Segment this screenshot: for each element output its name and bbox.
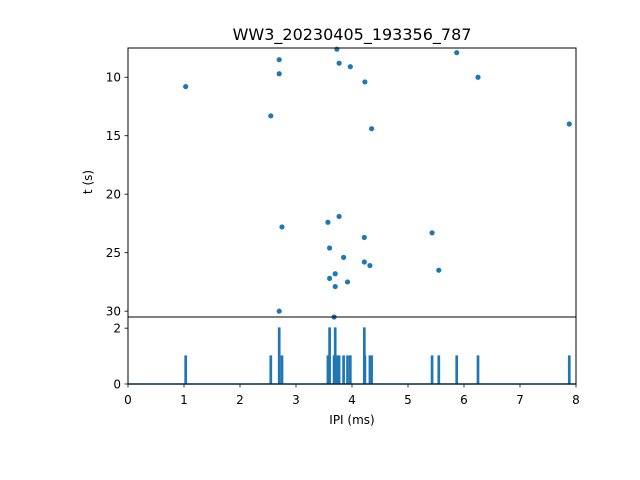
scatter-point <box>268 113 274 119</box>
scatter-y-tick-label: 15 <box>106 129 121 143</box>
scatter-point <box>429 230 435 236</box>
chart-title: WW3_20230405_193356_787 <box>233 25 472 45</box>
scatter-point <box>362 79 368 85</box>
scatter-point <box>566 121 572 127</box>
histogram-x-tick-label: 6 <box>460 393 468 407</box>
scatter-point <box>347 64 353 70</box>
scatter-point <box>361 259 367 265</box>
scatter-y-tick-label: 25 <box>106 246 121 260</box>
scatter-point <box>341 254 347 260</box>
histogram-plot-frame <box>127 316 577 385</box>
scatter-point <box>332 283 338 290</box>
scatter-y-tick-label: 30 <box>106 305 121 319</box>
scatter-point <box>334 46 340 52</box>
histogram-x-tick-label: 1 <box>180 393 188 407</box>
histogram-x-tick-label: 2 <box>236 393 244 407</box>
histogram-y-tick-label: 2 <box>113 322 121 336</box>
histogram-x-tick-label: 3 <box>292 393 300 407</box>
scatter-point <box>369 126 375 132</box>
scatter-point <box>475 74 481 80</box>
scatter-point <box>361 234 367 241</box>
scatter-point <box>279 224 285 230</box>
histogram-x-tick-label: 4 <box>348 393 356 407</box>
histogram-x-tick-label: 0 <box>124 393 132 407</box>
scatter-point <box>344 279 351 285</box>
scatter-point <box>276 71 282 77</box>
scatter-point <box>336 213 342 220</box>
scatter-point <box>436 267 442 273</box>
histogram-x-tick-label: 8 <box>572 393 580 407</box>
scatter-point <box>327 275 333 282</box>
scatter-point <box>336 60 342 66</box>
scatter-point <box>325 219 331 225</box>
scatter-point <box>332 271 338 277</box>
scatter-point <box>276 308 282 314</box>
scatter-point <box>183 83 189 90</box>
scatter-y-axis-label: t (s) <box>81 170 95 194</box>
histogram-y-tick-label: 0 <box>113 378 121 392</box>
histogram-x-tick-label: 7 <box>516 393 524 407</box>
scatter-point <box>327 245 333 251</box>
scatter-y-tick-label: 20 <box>106 188 121 202</box>
histogram-x-axis-label: IPI (ms) <box>329 413 374 427</box>
histogram-x-tick-label: 5 <box>404 393 412 407</box>
scatter-y-tick-label: 10 <box>106 71 121 85</box>
histogram-plot: 0 1 2 3 4 5 6 7 8 0 2 IPI (ms) <box>113 316 580 427</box>
scatter-point <box>367 262 373 269</box>
scatter-point <box>454 50 460 56</box>
scatter-point <box>276 57 282 63</box>
